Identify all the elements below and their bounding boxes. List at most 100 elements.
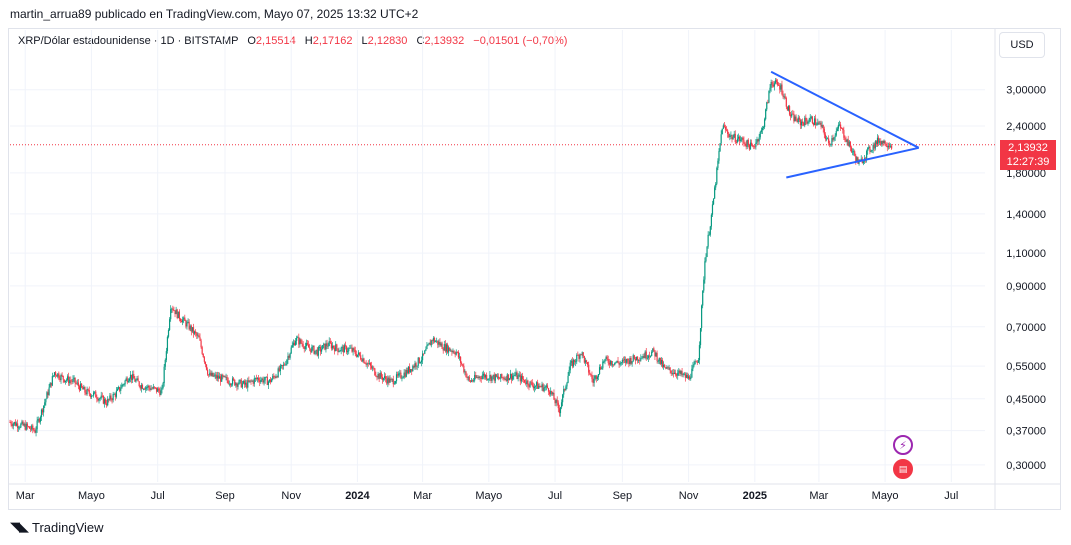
- candle-body: [28, 426, 31, 429]
- candle-body: [819, 122, 821, 124]
- candle-body: [601, 368, 603, 370]
- candle-body: [402, 377, 404, 379]
- candle-body: [677, 372, 679, 376]
- candle-body: [810, 116, 812, 118]
- candle-body: [366, 363, 368, 365]
- candle-body: [27, 426, 30, 428]
- candle-body: [515, 372, 517, 376]
- candle-body: [870, 151, 872, 152]
- candle-body: [443, 344, 445, 351]
- candle-body: [866, 150, 868, 159]
- candle-body: [838, 124, 841, 126]
- candle-body: [583, 356, 585, 363]
- candle-body: [823, 128, 825, 135]
- candle-body: [891, 145, 893, 149]
- candle-body: [157, 388, 159, 392]
- candle-body: [888, 145, 891, 147]
- candle-body: [566, 382, 568, 387]
- candle-body: [638, 360, 640, 361]
- candle-body: [348, 348, 350, 352]
- candle-body: [399, 372, 401, 374]
- candle-body: [445, 344, 448, 352]
- candle-body: [784, 96, 786, 99]
- candle-body: [313, 346, 315, 354]
- candle-body: [294, 340, 297, 346]
- candle-body: [564, 388, 566, 391]
- candle-body: [774, 80, 777, 84]
- candle-body: [708, 234, 710, 236]
- candle-body: [158, 388, 160, 391]
- candle-body: [383, 376, 386, 379]
- candle-body: [869, 146, 871, 152]
- candle-body: [56, 375, 58, 377]
- candle-body: [18, 427, 20, 429]
- candle-body: [701, 305, 703, 329]
- candle-body: [212, 372, 214, 377]
- candle-body: [37, 419, 39, 421]
- candle-body: [654, 350, 656, 357]
- candle-body: [503, 377, 505, 380]
- candle-body: [216, 375, 218, 379]
- candle-body: [516, 372, 518, 379]
- currency-button[interactable]: USD: [999, 32, 1045, 58]
- candle-body: [519, 374, 521, 382]
- candle-body: [702, 290, 704, 306]
- candle-body: [218, 376, 221, 379]
- candle-body: [745, 144, 747, 147]
- candle-body: [332, 345, 335, 348]
- candle-body: [78, 386, 81, 391]
- candle-body: [134, 378, 136, 382]
- candle-body: [676, 374, 678, 376]
- candle-body: [103, 399, 106, 404]
- candle-body: [627, 358, 629, 361]
- candle-body: [841, 128, 843, 129]
- candle-body: [757, 139, 759, 142]
- candle-body: [342, 346, 344, 353]
- candle-body: [82, 387, 84, 390]
- y-tick-label: 0,90000: [1006, 281, 1046, 293]
- candle-body: [423, 353, 425, 355]
- candle-body: [578, 355, 580, 359]
- candle-body: [794, 116, 796, 122]
- brand[interactable]: ◥◣ TradingView: [10, 519, 104, 535]
- candle-body: [679, 370, 681, 374]
- candle-body: [871, 150, 873, 152]
- change-value: −0,01501 (−0,70%): [473, 35, 568, 47]
- candle-body: [253, 378, 255, 384]
- lightning-icon[interactable]: ⚡: [893, 435, 913, 455]
- candle-body: [805, 117, 807, 122]
- candle-body: [853, 151, 855, 153]
- candle-body: [367, 363, 369, 365]
- candle-body: [169, 319, 171, 331]
- candle-body: [625, 359, 627, 363]
- candle-body: [468, 376, 470, 381]
- candle-body: [226, 377, 228, 381]
- candle-body: [660, 359, 663, 364]
- candle-body: [347, 351, 349, 353]
- candle-body: [101, 395, 103, 397]
- candle-body: [732, 137, 734, 140]
- candle-body: [807, 122, 809, 124]
- candle-body: [227, 380, 229, 384]
- candle-body: [176, 309, 178, 319]
- candle-body: [525, 382, 527, 384]
- candle-body: [760, 130, 762, 132]
- candle-body: [645, 351, 647, 359]
- candle-body: [619, 363, 621, 365]
- candle-body: [135, 379, 137, 382]
- candle-body: [483, 373, 486, 378]
- candle-body: [589, 372, 591, 375]
- flag-icon[interactable]: ▤: [893, 459, 913, 479]
- candle-body: [213, 375, 215, 377]
- candle-body: [509, 373, 512, 379]
- candle-body: [204, 361, 207, 365]
- candle-body: [86, 389, 88, 395]
- candle-body: [107, 399, 109, 406]
- candle-body: [75, 383, 77, 384]
- candle-body: [250, 380, 252, 382]
- candle-body: [667, 367, 669, 369]
- candle-body: [119, 387, 121, 391]
- candle-body: [617, 360, 619, 363]
- x-tick-label: Nov: [281, 490, 301, 502]
